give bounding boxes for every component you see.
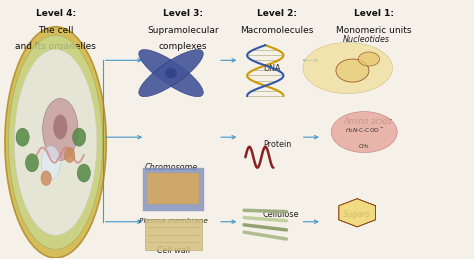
Ellipse shape: [77, 164, 91, 182]
Ellipse shape: [43, 98, 78, 161]
Text: Level 2:: Level 2:: [257, 9, 297, 18]
Ellipse shape: [53, 114, 67, 139]
Ellipse shape: [41, 146, 60, 180]
Text: $H_2N$-C-COO$^-$: $H_2N$-C-COO$^-$: [345, 126, 384, 135]
Ellipse shape: [165, 68, 177, 78]
Text: and its organelles: and its organelles: [15, 42, 96, 51]
Ellipse shape: [336, 59, 369, 82]
FancyBboxPatch shape: [147, 173, 199, 204]
Text: Nucleotides: Nucleotides: [343, 35, 390, 44]
Text: Sugars: Sugars: [343, 210, 371, 219]
Ellipse shape: [64, 148, 75, 162]
Text: Plasma membrane: Plasma membrane: [139, 218, 208, 224]
Ellipse shape: [303, 42, 392, 94]
Text: Supramolecular: Supramolecular: [147, 26, 219, 35]
Text: $CH_3$: $CH_3$: [358, 142, 370, 151]
Ellipse shape: [331, 112, 397, 153]
Text: The cell: The cell: [38, 26, 73, 35]
Polygon shape: [339, 199, 375, 227]
Ellipse shape: [5, 27, 106, 258]
Ellipse shape: [139, 49, 203, 97]
Ellipse shape: [73, 128, 86, 146]
Text: complexes: complexes: [159, 42, 207, 51]
Ellipse shape: [139, 49, 203, 97]
Text: Level 1:: Level 1:: [354, 9, 393, 18]
Text: Cellulose: Cellulose: [263, 210, 300, 219]
FancyBboxPatch shape: [143, 168, 204, 212]
Text: Cell wall: Cell wall: [157, 246, 190, 255]
Text: Amino acids: Amino acids: [343, 117, 392, 126]
FancyBboxPatch shape: [145, 219, 201, 250]
Text: Level 4:: Level 4:: [36, 9, 76, 18]
Ellipse shape: [26, 154, 38, 172]
Ellipse shape: [14, 49, 97, 235]
Text: DNA: DNA: [263, 63, 281, 73]
Text: Protein: Protein: [263, 140, 291, 149]
Ellipse shape: [358, 52, 380, 66]
Text: Monomeric units: Monomeric units: [336, 26, 411, 35]
Text: Chromosome: Chromosome: [145, 163, 198, 172]
Ellipse shape: [9, 35, 103, 249]
Text: Level 3:: Level 3:: [163, 9, 203, 18]
Ellipse shape: [41, 171, 51, 185]
Text: Macromolecules: Macromolecules: [240, 26, 314, 35]
Ellipse shape: [16, 128, 29, 146]
